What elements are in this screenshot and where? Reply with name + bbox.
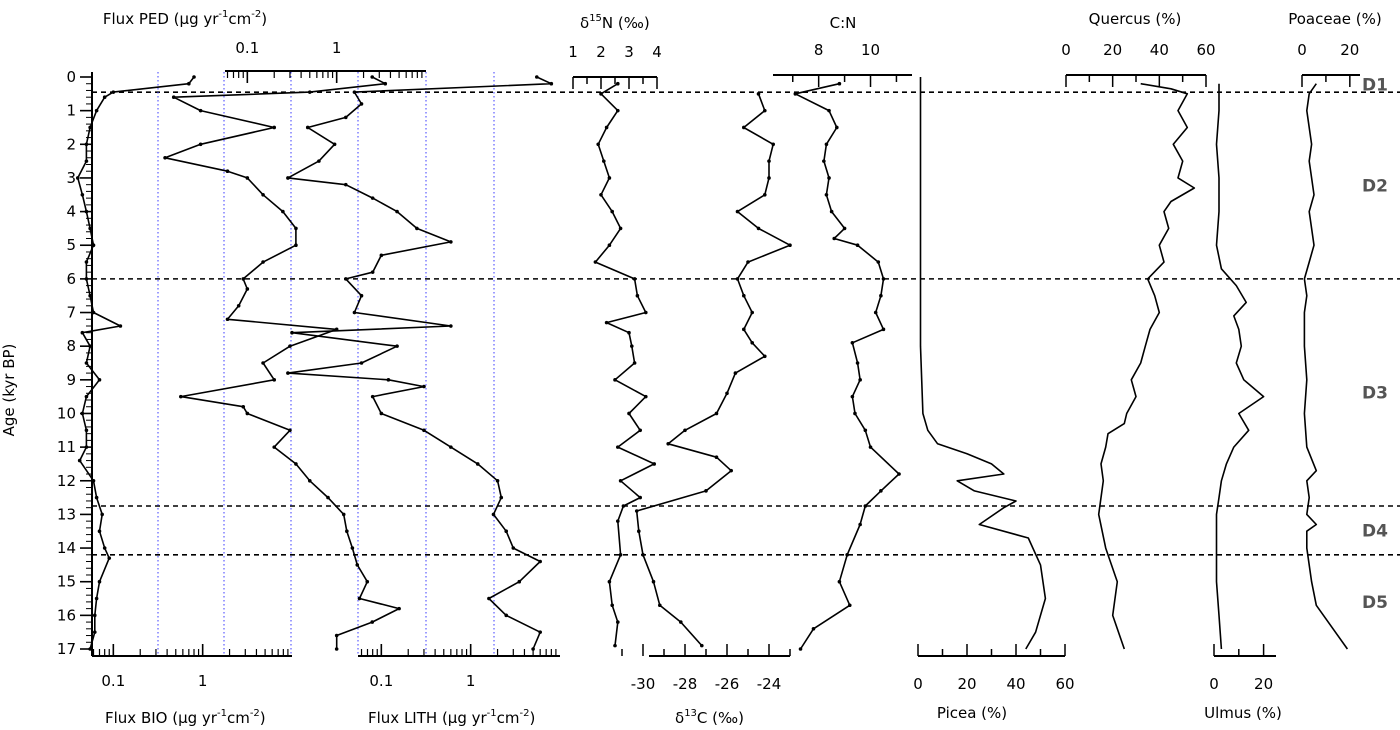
- quercus-tick-label: 60: [1196, 41, 1215, 59]
- poaceae-title: Poaceae (%): [1288, 10, 1382, 28]
- y-tick-label: 7: [66, 304, 76, 322]
- quercus-tick-label: 0: [1061, 41, 1071, 59]
- flux_ped-tick-label: 1: [332, 39, 342, 57]
- y-tick-label: 15: [57, 573, 76, 591]
- y-tick-label: 3: [66, 169, 76, 187]
- y-tick-label: 10: [57, 404, 76, 422]
- d15n-tick-label: 3: [624, 43, 634, 61]
- picea-title: Picea (%): [937, 704, 1007, 722]
- d13c-tick-label: -30: [631, 675, 656, 693]
- flux-ped-title: Flux PED (µg yr-1cm-2): [103, 9, 267, 28]
- flux_ped-series: [164, 76, 400, 649]
- flux-bio-title: Flux BIO (µg yr-1cm-2): [105, 708, 266, 727]
- y-tick-label: 13: [57, 505, 76, 523]
- flux_bio-tick-label: 0.1: [101, 672, 125, 690]
- poaceae-series: [1303, 83, 1349, 650]
- ulmus-title: Ulmus (%): [1204, 704, 1282, 722]
- y-tick-label: 1: [66, 102, 76, 120]
- y-tick-label: 6: [66, 270, 76, 288]
- zone-label-d3: D3: [1362, 383, 1388, 403]
- y-tick-label: 14: [57, 539, 76, 557]
- flux-lith-title: Flux LITH (µg yr-1cm-2): [368, 708, 535, 727]
- zone-label-d4: D4: [1362, 521, 1388, 541]
- picea-series: [919, 77, 1047, 650]
- d13c-tick-label: -24: [757, 675, 782, 693]
- flux_ped-tick-label: 0.1: [235, 39, 259, 57]
- flux_bio-series: [77, 76, 195, 650]
- d15n-tick-label: 4: [652, 43, 662, 61]
- y-tick-label: 11: [57, 438, 76, 456]
- flux_bio-tick-label: 1: [198, 672, 208, 690]
- d15n-tick-label: 1: [568, 43, 578, 61]
- d15n-series: [594, 83, 656, 646]
- y-tick-label: 5: [66, 236, 76, 254]
- picea-tick-label: 0: [913, 675, 923, 693]
- log-gridlines: [157, 72, 495, 656]
- poaceae-tick-label: 20: [1340, 41, 1359, 59]
- picea-tick-label: 60: [1055, 675, 1074, 693]
- poaceae-tick-label: 0: [1297, 41, 1307, 59]
- ulmus-tick-label: 20: [1254, 675, 1273, 693]
- y-tick-label: 17: [57, 640, 76, 658]
- axis-titles: Age (kyr BP) Flux PED (µg yr-1cm-2) Flux…: [0, 9, 1382, 727]
- flux_lith-tick-label: 1: [466, 672, 476, 690]
- d13c-series: [635, 93, 791, 647]
- zone-label-d5: D5: [1362, 593, 1388, 613]
- d15n-title: δ15N (‰): [580, 13, 650, 32]
- zone-boundaries: D1 D2 D3 D4 D5: [92, 76, 1400, 613]
- d13c-tick-label: -28: [673, 675, 698, 693]
- y-tick-label: 4: [66, 203, 76, 221]
- d15n-tick-label: 2: [596, 43, 606, 61]
- y-tick-label: 8: [66, 337, 76, 355]
- y-tick-label: 2: [66, 135, 76, 153]
- flux_lith-series: [287, 76, 553, 650]
- y-tick-label: 9: [66, 371, 76, 389]
- quercus-tick-label: 20: [1103, 41, 1122, 59]
- y-axis-title: Age (kyr BP): [0, 344, 18, 437]
- flux_lith-tick-label: 0.1: [369, 672, 393, 690]
- cn-series: [794, 82, 900, 650]
- picea-tick-label: 40: [1006, 675, 1025, 693]
- cn-title: C:N: [830, 14, 857, 32]
- quercus-series: [1097, 82, 1196, 650]
- picea-tick-label: 20: [957, 675, 976, 693]
- y-tick-label: 16: [57, 606, 76, 624]
- d13c-tick-label: -26: [715, 675, 740, 693]
- d13c-title: δ13C (‰): [675, 708, 744, 727]
- y-tick-label: 0: [66, 68, 76, 86]
- cn-tick-label: 8: [814, 41, 824, 59]
- y-tick-label: 12: [57, 472, 76, 490]
- ulmus-series: [1215, 83, 1265, 650]
- quercus-title: Quercus (%): [1089, 10, 1182, 28]
- quercus-tick-label: 40: [1150, 41, 1169, 59]
- ulmus-tick-label: 0: [1209, 675, 1219, 693]
- zone-label-d1: D1: [1362, 76, 1388, 96]
- cn-tick-label: 10: [861, 41, 880, 59]
- data-series: [75, 75, 1349, 651]
- zone-label-d2: D2: [1362, 177, 1388, 197]
